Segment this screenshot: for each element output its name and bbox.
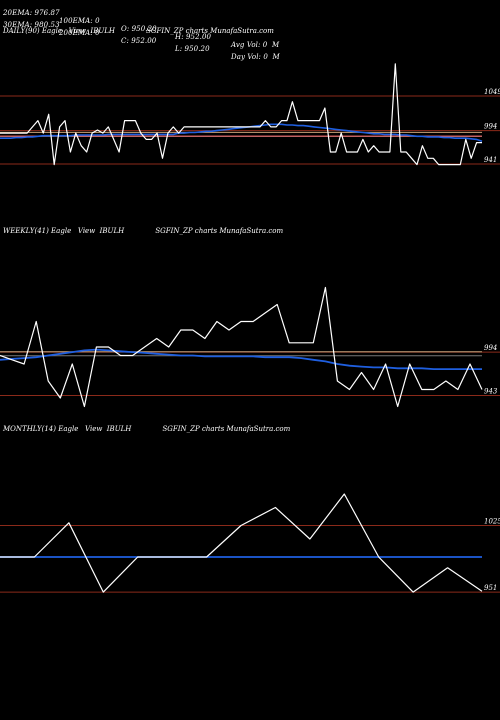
stat-100ema: 100EMA: 0 — [59, 17, 100, 25]
weekly-price-line — [0, 286, 483, 408]
stat-open: O: 950.20 — [121, 25, 157, 33]
stat-low: L: 950.20 — [175, 45, 210, 53]
weekly-ema-line — [0, 348, 482, 370]
weekly-ytick-label: 994 — [484, 344, 497, 352]
stat-close: C: 952.00 — [121, 37, 157, 45]
daily-price-line — [0, 63, 482, 166]
daily-caption: DAILY(90) Eagle View IBULH SGFIN_ZP char… — [3, 27, 274, 35]
monthly-price-line — [0, 493, 483, 593]
stats-row-2: 30EMA: 980.53 200EMA: 0 C: 952.00 L: 950… — [3, 13, 280, 61]
stat-high: H: 952.00 — [175, 33, 212, 41]
stat-day-vol: Day Vol: 0 M — [231, 53, 280, 61]
weekly-ytick-label: 943 — [484, 387, 498, 395]
stat-30ema: 30EMA: 980.53 — [3, 21, 60, 29]
stats-row-1: 20EMA: 976.87 100EMA: 0 O: 950.20 H: 952… — [3, 1, 279, 49]
daily-ytick-label: 941 — [484, 156, 497, 164]
monthly-ytick-label: 1025 — [484, 518, 500, 526]
stat-200ema: 200EMA: 0 — [59, 29, 100, 37]
stat-20ema: 20EMA: 976.87 — [3, 9, 60, 17]
daily-ema-line — [0, 123, 483, 143]
daily-ytick-label: 994 — [484, 123, 497, 131]
monthly-caption: MONTHLY(14) Eagle View IBULH SGFIN_ZP ch… — [3, 425, 291, 433]
weekly-caption: WEEKLY(41) Eagle View IBULH SGFIN_ZP cha… — [3, 227, 284, 235]
monthly-ytick-label: 951 — [484, 584, 497, 592]
stat-avg-vol: Avg Vol: 0 M — [231, 41, 280, 49]
